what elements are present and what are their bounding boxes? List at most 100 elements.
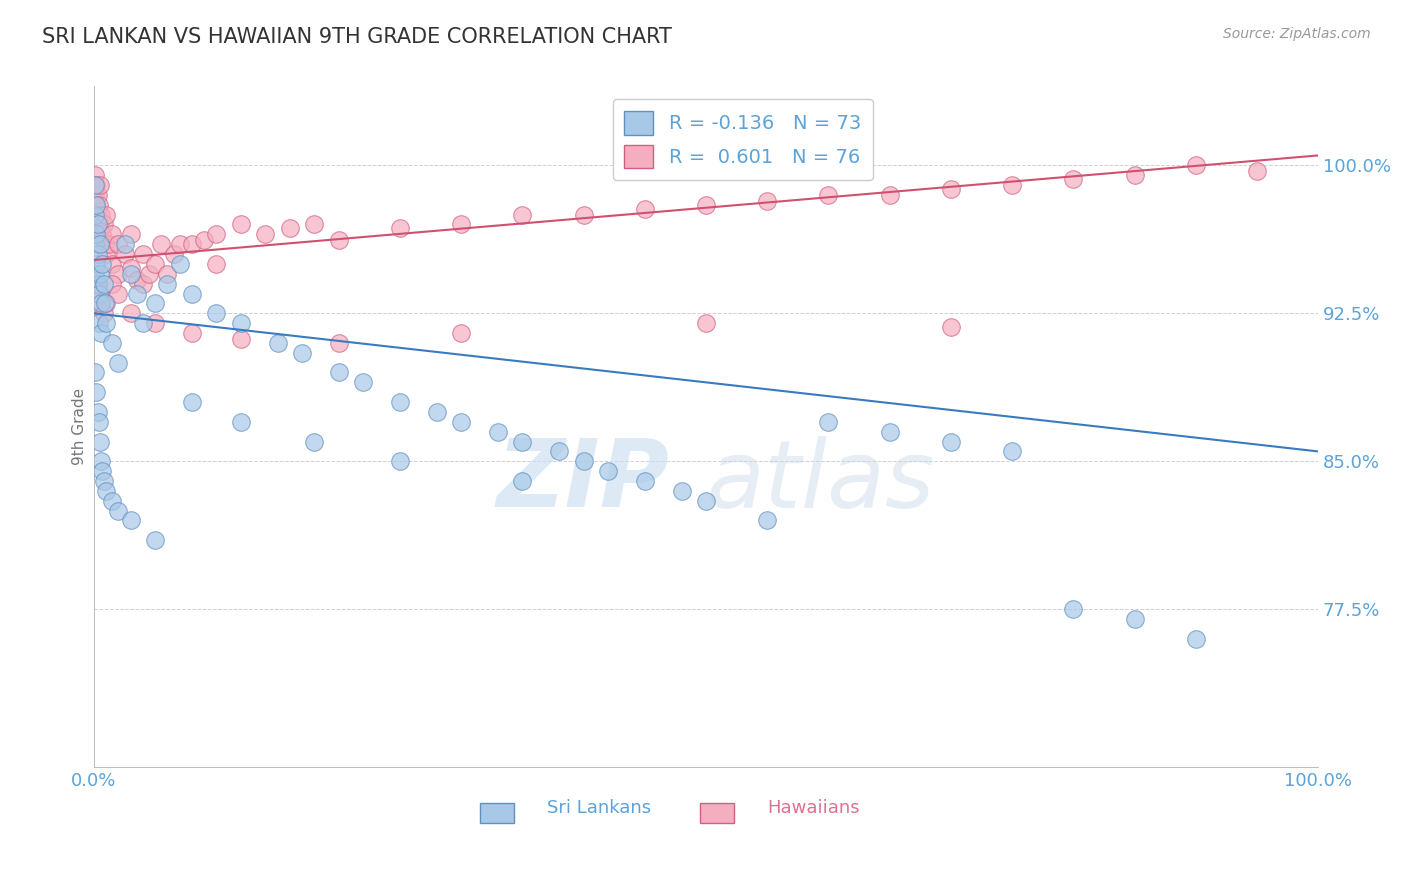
Point	[450, 326, 472, 340]
Point	[266, 335, 288, 350]
Point	[90, 326, 112, 340]
Point	[86, 178, 108, 192]
FancyBboxPatch shape	[700, 803, 734, 823]
Text: Sri Lankans: Sri Lankans	[547, 799, 651, 817]
Point	[84, 267, 107, 281]
Point	[101, 257, 124, 271]
Point	[1001, 178, 1024, 192]
Point	[548, 444, 571, 458]
Point	[86, 277, 108, 291]
Point	[150, 237, 173, 252]
Point	[817, 415, 839, 429]
Point	[512, 208, 534, 222]
Point	[89, 237, 111, 252]
Point	[304, 434, 326, 449]
Text: atlas: atlas	[706, 435, 934, 526]
Point	[1062, 172, 1084, 186]
Point	[86, 296, 108, 310]
Point	[91, 227, 114, 242]
Point	[125, 286, 148, 301]
Point	[114, 247, 136, 261]
Point	[278, 221, 301, 235]
Point	[107, 286, 129, 301]
Point	[114, 237, 136, 252]
Text: Source: ZipAtlas.com: Source: ZipAtlas.com	[1223, 27, 1371, 41]
Point	[695, 493, 717, 508]
Point	[169, 237, 191, 252]
Point	[291, 345, 314, 359]
Point	[132, 277, 155, 291]
Point	[1123, 612, 1146, 626]
Text: SRI LANKAN VS HAWAIIAN 9TH GRADE CORRELATION CHART: SRI LANKAN VS HAWAIIAN 9TH GRADE CORRELA…	[42, 27, 672, 46]
Point	[756, 514, 779, 528]
Point	[84, 208, 107, 222]
Point	[939, 320, 962, 334]
Point	[138, 267, 160, 281]
Point	[756, 194, 779, 208]
Point	[84, 237, 107, 252]
Point	[101, 227, 124, 242]
Point	[193, 233, 215, 247]
Y-axis label: 9th Grade: 9th Grade	[72, 388, 87, 466]
Point	[120, 260, 142, 275]
Point	[89, 434, 111, 449]
Point	[143, 257, 166, 271]
Point	[328, 366, 350, 380]
Point	[91, 257, 114, 271]
Point	[89, 178, 111, 192]
Point	[96, 208, 118, 222]
Text: Hawaiians: Hawaiians	[768, 799, 860, 817]
Point	[96, 247, 118, 261]
Point	[352, 376, 374, 390]
Point	[84, 187, 107, 202]
Point	[162, 247, 184, 261]
Point	[388, 395, 411, 409]
Point	[120, 227, 142, 242]
Point	[96, 296, 118, 310]
Point	[229, 415, 252, 429]
Point	[93, 474, 115, 488]
Point	[89, 218, 111, 232]
Point	[86, 257, 108, 271]
Point	[695, 316, 717, 330]
Point	[229, 316, 252, 330]
Point	[304, 218, 326, 232]
Point	[107, 356, 129, 370]
Point	[84, 277, 107, 291]
Point	[107, 237, 129, 252]
Point	[512, 474, 534, 488]
Point	[634, 202, 657, 216]
Point	[572, 208, 595, 222]
Point	[156, 267, 179, 281]
Point	[450, 415, 472, 429]
Point	[143, 533, 166, 548]
Point	[94, 296, 117, 310]
Point	[120, 514, 142, 528]
Point	[229, 332, 252, 346]
Point	[132, 316, 155, 330]
Point	[101, 493, 124, 508]
Point	[93, 306, 115, 320]
Point	[86, 187, 108, 202]
Point	[671, 483, 693, 498]
Point	[91, 464, 114, 478]
Point	[97, 237, 120, 252]
Point	[450, 218, 472, 232]
Point	[426, 405, 449, 419]
Point	[939, 182, 962, 196]
Point	[205, 306, 228, 320]
Legend: R = -0.136   N = 73, R =  0.601   N = 76: R = -0.136 N = 73, R = 0.601 N = 76	[613, 100, 873, 180]
Point	[86, 227, 108, 242]
Point	[328, 335, 350, 350]
Point	[84, 208, 107, 222]
Point	[86, 218, 108, 232]
Point	[94, 237, 117, 252]
Point	[572, 454, 595, 468]
Point	[180, 286, 202, 301]
Point	[101, 335, 124, 350]
Point	[89, 267, 111, 281]
Point	[86, 385, 108, 400]
Point	[205, 257, 228, 271]
Point	[328, 233, 350, 247]
Point	[143, 296, 166, 310]
